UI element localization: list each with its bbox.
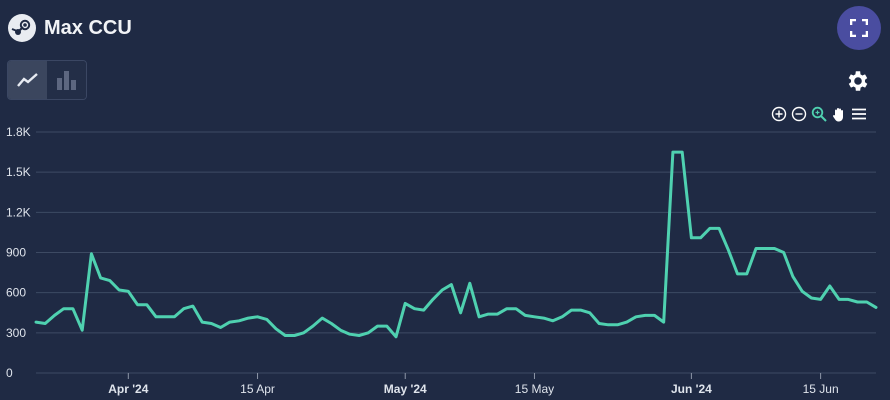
y-tick-label: 300 <box>6 326 26 340</box>
ccu-line-chart: 0 300 600 900 1.2K 1.5K 1.8K Apr '24 15 Apr May '… <box>6 125 878 396</box>
y-tick-label: 1.2K <box>6 205 31 219</box>
x-tick-label: Jun '24 <box>671 382 712 396</box>
x-tick-label: 15 Apr <box>240 382 275 396</box>
series-line <box>34 150 878 339</box>
chart-type-toggle <box>7 60 87 100</box>
y-tick-label: 0 <box>6 366 13 380</box>
chart-title: Max CCU <box>44 16 132 39</box>
chart-zoom-toolbar <box>771 105 867 123</box>
fullscreen-button[interactable] <box>837 6 881 50</box>
x-tick-label: 15 Jun <box>803 382 839 396</box>
y-tick-label: 900 <box>6 246 26 260</box>
gear-icon <box>848 71 868 91</box>
settings-button[interactable] <box>845 68 871 94</box>
menu-icon[interactable] <box>851 106 867 122</box>
y-tick-label: 1.8K <box>6 125 31 139</box>
x-tick-label: 15 May <box>515 382 554 396</box>
y-tick-label: 600 <box>6 286 26 300</box>
x-tick-label: May '24 <box>384 382 427 396</box>
zoom-out-icon[interactable] <box>791 106 807 122</box>
magnifier-icon[interactable] <box>811 106 827 122</box>
y-tick-label: 1.5K <box>6 165 31 179</box>
zoom-in-icon[interactable] <box>771 106 787 122</box>
chart-header: Max CCU <box>8 12 132 44</box>
hand-icon[interactable] <box>831 106 847 122</box>
fullscreen-icon <box>850 19 868 37</box>
bar-chart-button[interactable] <box>47 61 86 99</box>
x-tick-label: Apr '24 <box>108 382 149 396</box>
line-chart-button[interactable] <box>8 61 47 99</box>
bar-chart-icon <box>56 71 76 90</box>
steam-logo-icon <box>8 14 36 42</box>
line-chart-icon <box>16 73 38 87</box>
